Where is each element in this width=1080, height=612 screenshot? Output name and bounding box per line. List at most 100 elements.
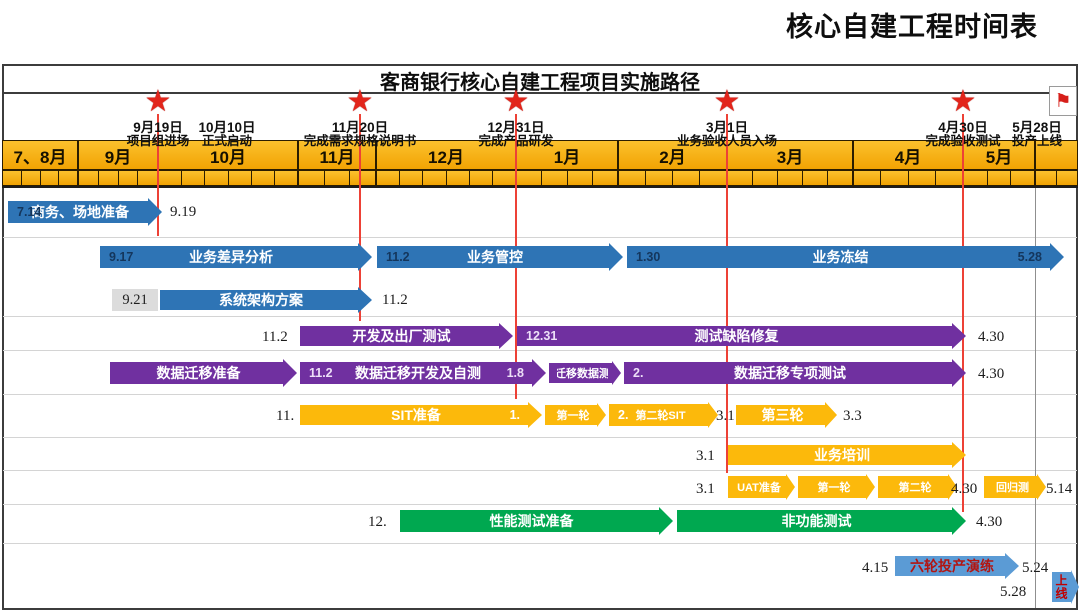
- bar-label: 系统架构方案: [219, 292, 303, 308]
- gantt-bar: 第二轮SIT 2.: [609, 402, 718, 428]
- milestone-line: [359, 114, 361, 321]
- milestone-label: 投产上线: [1011, 134, 1062, 148]
- week-cell: [935, 170, 963, 186]
- bar-label: 数据迁移专项测试: [734, 365, 846, 381]
- date-text: 5.28: [1000, 584, 1027, 600]
- bar-label: 业务管控: [467, 249, 523, 265]
- bar-label: 商务、场地准备: [31, 204, 129, 220]
- gantt-bar: SIT准备 1.: [300, 402, 542, 428]
- week-cell: [881, 170, 909, 186]
- gantt-bar: 非功能测试: [677, 507, 966, 535]
- gantt-bar: 回归测: [984, 474, 1046, 500]
- date-text: 3.1: [696, 448, 715, 464]
- week-cell: [567, 170, 593, 186]
- chart-border: [2, 64, 1078, 610]
- bar-label: 回归测: [996, 482, 1029, 494]
- bar-label: 第一轮: [817, 482, 851, 494]
- bar-label: 第二轮SIT: [635, 410, 686, 422]
- gantt-bar: 商务、场地准备 7.14: [8, 198, 162, 226]
- month-cell: 1月: [516, 140, 618, 170]
- week-row: [158, 170, 299, 188]
- bar-start-date: 9.17: [109, 250, 134, 264]
- week-row: [963, 170, 1036, 188]
- week-cell: [377, 170, 401, 186]
- week-cell: [492, 170, 517, 186]
- bar-label: 迁移数据测: [557, 368, 608, 380]
- bar-end-date: 1.: [509, 408, 520, 422]
- bar-label: 性能测试准备: [489, 513, 574, 529]
- week-cell: [21, 170, 41, 186]
- milestone-star-icon: ★: [346, 85, 374, 118]
- week-cell: [753, 170, 778, 186]
- grid-hline: [3, 237, 1077, 238]
- week-cell: [423, 170, 447, 186]
- week-cell: [138, 170, 158, 186]
- gantt-bar: 业务差异分析 9.17: [100, 243, 372, 271]
- bar-start-date: 12.31: [526, 329, 558, 343]
- chart-title: 客商银行核心自建工程项目实施路径: [380, 72, 700, 94]
- week-cell: [828, 170, 853, 186]
- milestone-star-icon: ★: [713, 85, 741, 118]
- gantt-bar: 数据迁移专项测试 2.: [624, 359, 966, 387]
- gantt-bar: 迁移数据测: [549, 361, 621, 385]
- week-row: [376, 170, 517, 188]
- milestone-date: 3月1日: [705, 120, 749, 135]
- gantt-bar: 业务管控 11.2: [377, 243, 623, 271]
- date-text: 4.30: [978, 366, 1005, 382]
- month-cell: 11月: [298, 140, 376, 170]
- milestone-date: 4月30日: [938, 120, 988, 135]
- gantt-bar: 第一轮: [545, 403, 606, 427]
- date-text: 5.14: [1046, 481, 1073, 497]
- date-text: 11.2: [382, 292, 408, 308]
- week-cell: [98, 170, 119, 186]
- bar-start-date: 1.30: [636, 250, 661, 264]
- grid-hline: [3, 350, 1077, 351]
- grid-hline: [3, 394, 1077, 395]
- milestone-star-icon: ★: [949, 85, 977, 118]
- week-row: [618, 170, 727, 188]
- gantt-bar: 第二轮: [878, 474, 957, 500]
- milestone-label: 项目组进场: [126, 134, 190, 148]
- date-text: 11.: [276, 408, 295, 424]
- week-cell: [592, 170, 618, 186]
- bar-label: 业务冻结: [812, 249, 869, 265]
- grid-hline: [3, 543, 1077, 544]
- gantt-bar: 六轮投产演练: [895, 553, 1019, 579]
- bar-start-date: 2.: [633, 366, 644, 380]
- bar-start-date: 11.2: [386, 250, 410, 264]
- date-text: 11.2: [262, 329, 288, 345]
- week-cell: [299, 170, 325, 186]
- week-cell: [205, 170, 229, 186]
- week-cell: [251, 170, 275, 186]
- week-cell: [728, 170, 753, 186]
- week-cell: [1057, 170, 1078, 186]
- week-cell: [182, 170, 206, 186]
- week-cell: [446, 170, 470, 186]
- date-text: 5.24: [1022, 560, 1049, 576]
- gantt-bar: 第一轮: [798, 474, 875, 500]
- bar-label: 上线: [1054, 574, 1068, 600]
- week-row: [853, 170, 963, 188]
- milestone-line: [962, 114, 964, 512]
- milestone-date: 11月20日: [331, 120, 389, 135]
- month-cell: 9月: [78, 140, 158, 170]
- date-text: 4.30: [976, 514, 1003, 530]
- red-flag-icon: ⚑: [1054, 90, 1072, 112]
- bar-label: 第一轮: [556, 410, 590, 422]
- bar-label: 测试缺陷修复: [694, 328, 779, 344]
- milestone-label: 完成验收测试: [925, 134, 1001, 148]
- grid-vline: [1035, 140, 1036, 608]
- gantt-bar: 数据迁移开发及自测 11.2 1.8: [300, 359, 546, 387]
- month-cell: 4月: [853, 140, 963, 170]
- date-text: 4.30: [951, 481, 978, 497]
- week-cell: [59, 170, 78, 186]
- bar-end-date: 1.8: [506, 366, 524, 380]
- gantt-bar: 系统架构方案: [160, 287, 372, 313]
- month-cell: [1035, 140, 1078, 170]
- week-cell: [274, 170, 299, 186]
- week-cell: [700, 170, 727, 186]
- week-cell: [3, 170, 22, 186]
- gantt-bar: 性能测试准备: [400, 507, 673, 535]
- page-title: 核心自建工程时间表: [786, 12, 1038, 42]
